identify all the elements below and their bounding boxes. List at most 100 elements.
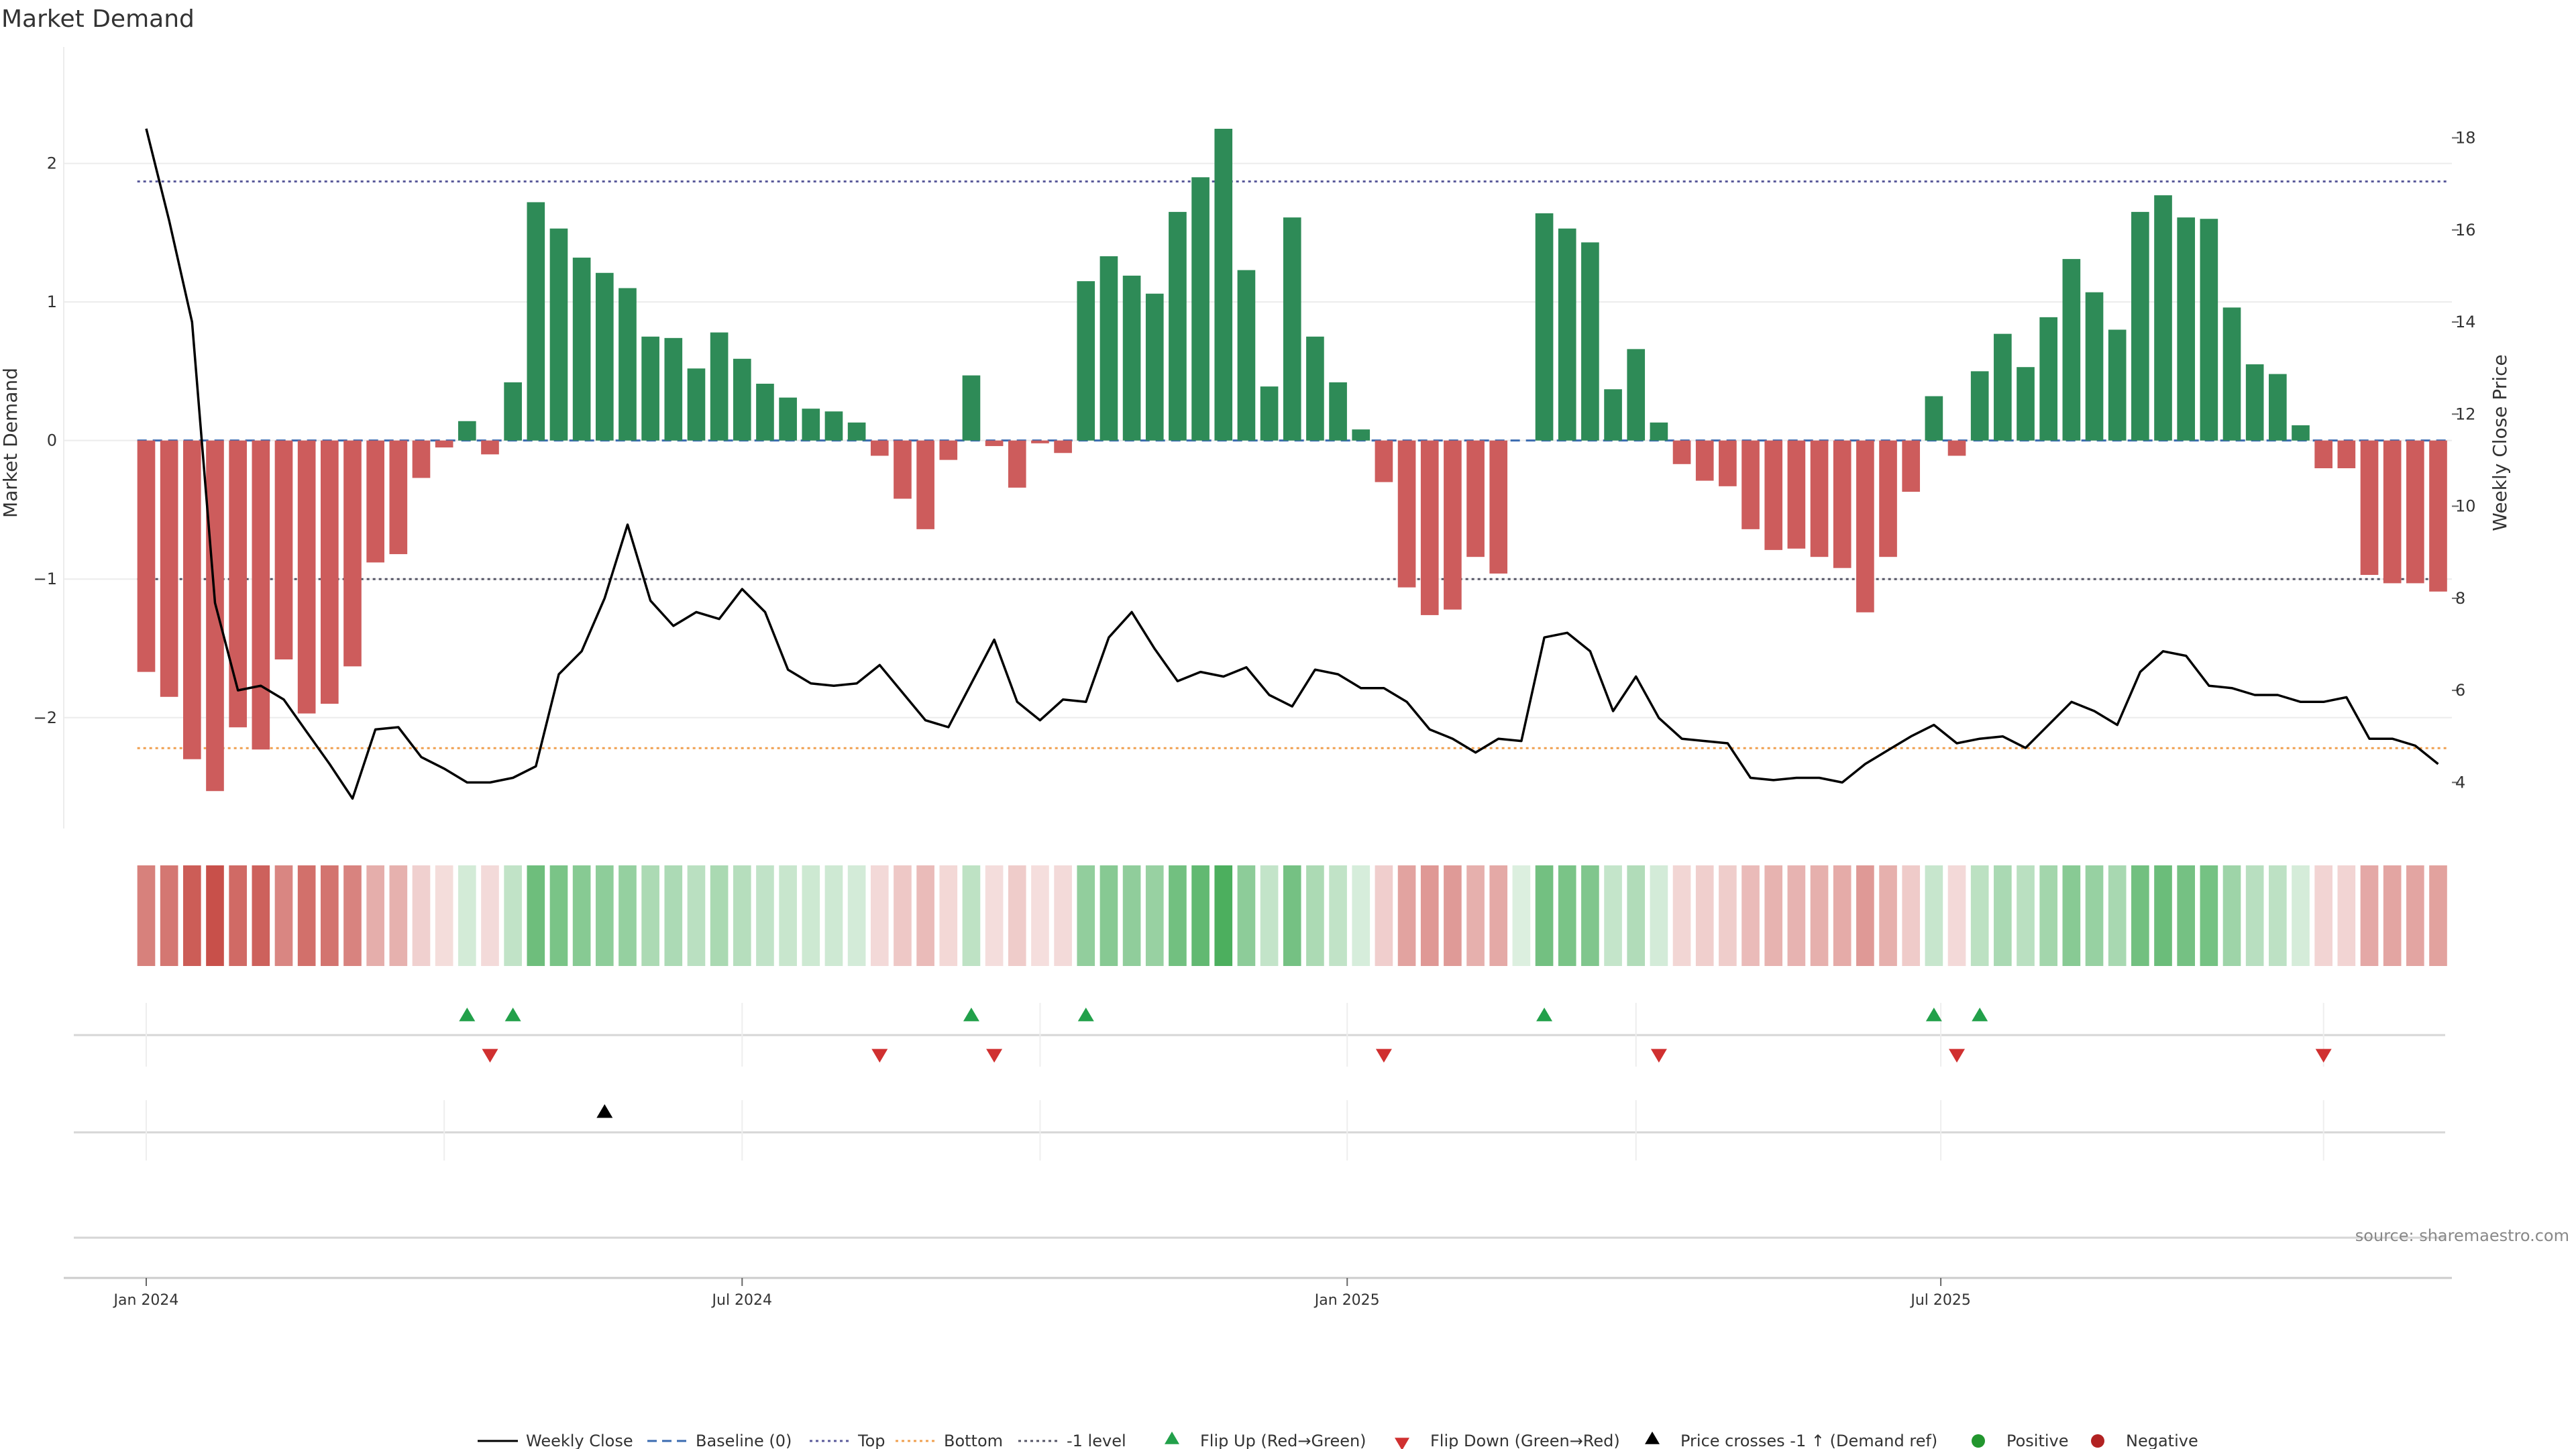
- demand-bar: [389, 440, 408, 555]
- demand-bar: [2245, 364, 2264, 441]
- demand-bar: [595, 272, 614, 441]
- demand-bar: [1214, 128, 1233, 441]
- demand-bar: [1627, 349, 1646, 441]
- demand-bar: [687, 368, 706, 441]
- heat-cell: [183, 865, 201, 966]
- heat-cell: [1581, 865, 1599, 966]
- demand-bar: [2292, 425, 2310, 441]
- right-axis-ticks: 18 16 14 12 10 8 6 4: [2452, 128, 2476, 792]
- legend-label: Bottom: [944, 1432, 1003, 1449]
- y2-tick-label: 12: [2455, 405, 2476, 423]
- demand-bar: [710, 332, 729, 441]
- heat-cell: [1008, 865, 1026, 966]
- demand-bar: [2085, 292, 2104, 441]
- y-tick-label: −1: [34, 570, 57, 588]
- heat-cell: [1145, 865, 1164, 966]
- demand-bar: [1191, 177, 1210, 441]
- heat-cell: [595, 865, 614, 966]
- flip-up-marker: [504, 1008, 521, 1022]
- heat-cell: [1031, 865, 1049, 966]
- flip-up-marker: [963, 1008, 979, 1022]
- heat-cell: [366, 865, 384, 966]
- legend-swatch: [1645, 1432, 1660, 1444]
- legend-label: Baseline (0): [696, 1432, 792, 1449]
- flip-down-marker: [1650, 1049, 1667, 1063]
- event-markers-panel: [74, 1003, 2445, 1239]
- legend-label: Positive: [2006, 1432, 2069, 1449]
- demand-bar: [2017, 367, 2035, 441]
- legend-swatch: [2091, 1434, 2104, 1448]
- demand-bar: [1352, 429, 1371, 441]
- heat-cell: [160, 865, 178, 966]
- heat-cell: [1260, 865, 1279, 966]
- legend-item: Flip Down (Green→Red): [1395, 1432, 1620, 1449]
- heat-cell: [1879, 865, 1897, 966]
- heat-cell: [619, 865, 637, 966]
- heat-cell: [1397, 865, 1416, 966]
- heat-cell: [252, 865, 270, 966]
- demand-bar: [1329, 382, 1347, 441]
- flip-down-marker: [986, 1049, 1003, 1063]
- demand-bar: [733, 358, 751, 441]
- demand-bar: [183, 440, 201, 759]
- y2-axis-label: Weekly Close Price: [2489, 354, 2511, 531]
- flip-down-marker: [482, 1049, 498, 1063]
- demand-bar: [343, 440, 362, 667]
- demand-bar: [137, 440, 156, 672]
- x-tick-label: Jan 2024: [113, 1292, 179, 1309]
- demand-bar: [2337, 440, 2356, 468]
- demand-bar: [1489, 440, 1508, 574]
- legend-label: -1 level: [1067, 1432, 1126, 1449]
- demand-bar: [1994, 333, 2012, 441]
- y-tick-label: 0: [47, 431, 57, 450]
- y-axis-label: Market Demand: [0, 368, 21, 518]
- demand-bar: [549, 228, 568, 441]
- demand-bar: [1741, 440, 1760, 529]
- heat-cell: [412, 865, 431, 966]
- legend-item: Bottom: [896, 1432, 1003, 1449]
- heat-cell: [1122, 865, 1141, 966]
- reference-lines: [137, 180, 2447, 749]
- demand-bar: [1397, 440, 1416, 588]
- demand-bar: [916, 440, 934, 529]
- demand-bar: [1764, 440, 1783, 550]
- legend-item: Price crosses -1 ↑ (Demand ref): [1645, 1432, 1937, 1449]
- demand-bar: [206, 440, 224, 792]
- legend-item: -1 level: [1018, 1432, 1126, 1449]
- heat-cell: [1925, 865, 1943, 966]
- flip-down-marker: [2315, 1049, 2332, 1063]
- demand-bar: [2360, 440, 2379, 576]
- legend-item: Baseline (0): [647, 1432, 792, 1449]
- heat-cell: [206, 865, 224, 966]
- y2-tick-label: 10: [2455, 497, 2476, 516]
- demand-bar: [1879, 440, 1897, 557]
- y2-tick-label: 4: [2455, 773, 2465, 792]
- demand-bar: [1672, 440, 1691, 464]
- demand-bar: [2200, 219, 2218, 441]
- flip-down-marker: [1949, 1049, 1966, 1063]
- demand-bar: [1375, 440, 1393, 482]
- heat-cell: [389, 865, 408, 966]
- heat-cell: [1306, 865, 1324, 966]
- legend-label: Price crosses -1 ↑ (Demand ref): [1680, 1432, 1937, 1449]
- heat-cell: [733, 865, 751, 966]
- heat-cell: [962, 865, 981, 966]
- demand-bar: [1947, 440, 1966, 456]
- heat-cell: [847, 865, 866, 966]
- heat-cell: [2108, 865, 2127, 966]
- demand-bar: [2154, 195, 2172, 441]
- legend-item: Top: [810, 1432, 885, 1449]
- heat-cell: [1764, 865, 1783, 966]
- demand-bar: [481, 440, 499, 455]
- demand-bar: [1856, 440, 1874, 612]
- y-tick-label: 2: [47, 154, 57, 173]
- demand-bar: [366, 440, 384, 563]
- heat-cell: [756, 865, 774, 966]
- heat-cell: [1214, 865, 1233, 966]
- demand-bar: [252, 440, 270, 750]
- demand-bar: [274, 440, 293, 660]
- demand-bar: [1306, 336, 1324, 441]
- demand-bar: [779, 397, 797, 441]
- demand-bar: [1719, 440, 1737, 486]
- demand-bar: [1833, 440, 1851, 568]
